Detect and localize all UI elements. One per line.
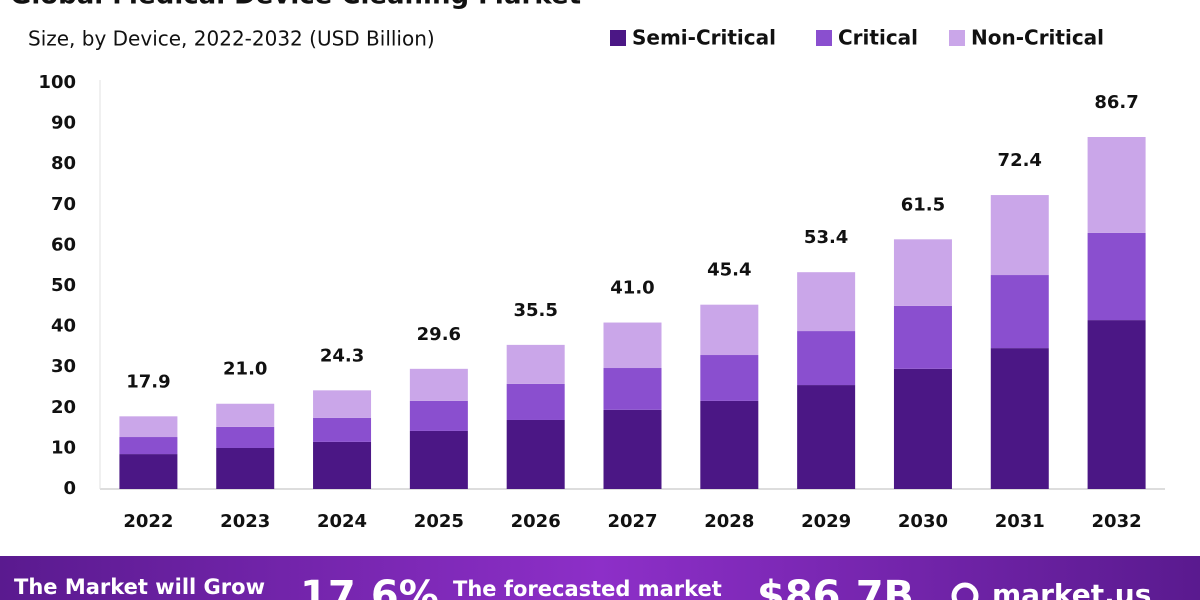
bar-segment: [603, 368, 662, 410]
legend-label: Semi-Critical: [632, 26, 776, 50]
bar-segment: [1087, 320, 1146, 489]
bar-segment: [700, 304, 759, 356]
x-tick-label: 2023: [220, 511, 270, 532]
bar-segment: [797, 272, 856, 332]
y-tick-label: 90: [51, 113, 76, 134]
bar-segment: [990, 348, 1049, 489]
bar-segment: [506, 344, 565, 384]
bar-segment: [506, 383, 565, 420]
banner-cagr: 17.6%: [300, 573, 439, 600]
y-tick-label: 50: [51, 275, 76, 296]
y-tick-label: 0: [63, 478, 76, 499]
bar-segment: [409, 430, 468, 489]
x-tick-label: 2029: [801, 511, 851, 532]
chart-subtitle: Size, by Device, 2022-2032 (USD Billion): [28, 27, 435, 51]
bar-segment: [313, 390, 372, 418]
banner-value: $86.7B: [757, 573, 914, 600]
legend-label: Non-Critical: [971, 26, 1104, 50]
brand-logo: [951, 582, 979, 600]
y-tick-label: 40: [51, 316, 76, 337]
bar-segment: [893, 305, 952, 369]
bar-segment: [797, 385, 856, 489]
x-tick-label: 2026: [511, 511, 561, 532]
total-label: 41.0: [610, 278, 654, 299]
y-tick-label: 60: [51, 234, 76, 255]
x-tick-label: 2031: [995, 511, 1045, 532]
total-label: 35.5: [513, 300, 557, 321]
bar-segment: [700, 400, 759, 489]
bar-segment: [313, 417, 372, 442]
bar-segment: [893, 368, 952, 489]
bar-segment: [603, 409, 662, 489]
banner-text: The forecasted market: [453, 577, 722, 600]
y-tick-label: 70: [51, 194, 76, 215]
bar-segment: [409, 368, 468, 401]
x-tick-label: 2024: [317, 511, 367, 532]
bar-segment: [700, 355, 759, 401]
bar-segment: [893, 239, 952, 306]
bar-segment: [409, 400, 468, 431]
bar-segment: [990, 275, 1049, 349]
x-tick-label: 2030: [898, 511, 948, 532]
banner: [0, 556, 1200, 600]
total-label: 61.5: [901, 194, 945, 215]
x-tick-label: 2027: [607, 511, 657, 532]
bar-segment: [506, 419, 565, 489]
total-label: 72.4: [998, 150, 1042, 171]
total-label: 21.0: [223, 359, 267, 380]
chart-title: Global Medical Device Cleaning Market: [10, 0, 581, 11]
bar-segment: [216, 447, 275, 489]
legend-swatch: [610, 30, 626, 46]
brand: market.us: [992, 578, 1151, 600]
total-label: 86.7: [1094, 92, 1138, 113]
y-tick-label: 80: [51, 153, 76, 174]
total-label: 29.6: [417, 324, 461, 345]
bar-segment: [313, 441, 372, 489]
x-tick-label: 2028: [704, 511, 754, 532]
total-label: 17.9: [126, 371, 170, 392]
bar-segment: [216, 403, 275, 427]
bar-segment: [1087, 136, 1146, 233]
y-tick-label: 10: [51, 437, 76, 458]
x-tick-label: 2025: [414, 511, 464, 532]
banner-text: The Market will Grow: [14, 575, 265, 599]
bar-segment: [797, 331, 856, 386]
total-label: 24.3: [320, 345, 364, 366]
legend-swatch: [949, 30, 965, 46]
bar-segment: [119, 454, 178, 489]
y-tick-label: 100: [38, 72, 76, 93]
bar-segment: [1087, 232, 1146, 321]
y-tick-label: 20: [51, 397, 76, 418]
y-tick-label: 30: [51, 356, 76, 377]
x-tick-label: 2032: [1092, 511, 1142, 532]
x-tick-label: 2022: [123, 511, 173, 532]
legend-label: Critical: [838, 26, 918, 50]
bar-segment: [119, 437, 178, 455]
bar-segment: [603, 322, 662, 369]
total-label: 53.4: [804, 227, 848, 248]
total-label: 45.4: [707, 260, 751, 281]
bar-segment: [216, 426, 275, 448]
bar-segment: [119, 416, 178, 438]
bar-segment: [990, 195, 1049, 276]
legend-swatch: [816, 30, 832, 46]
